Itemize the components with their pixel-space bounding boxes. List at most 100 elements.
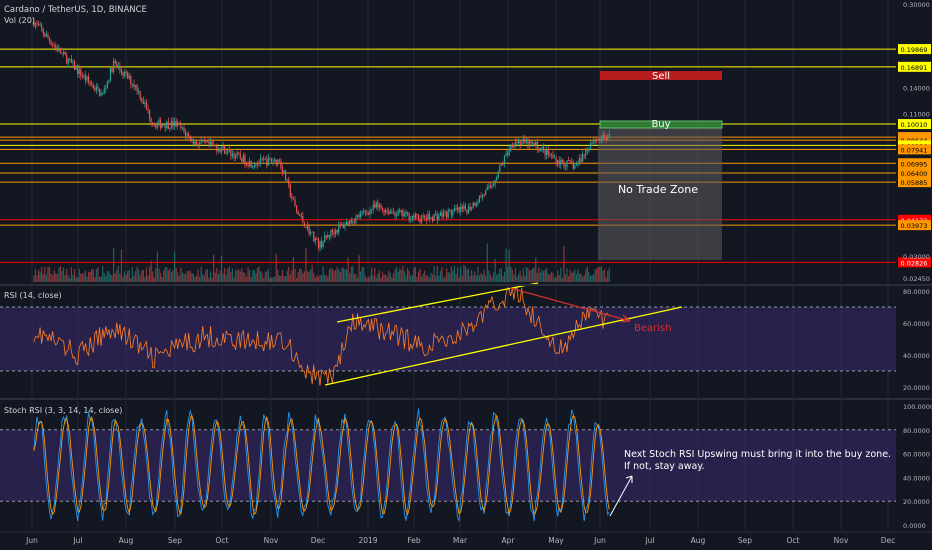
volume-bar	[441, 267, 443, 282]
candle-body	[596, 138, 598, 140]
candle-body	[380, 205, 382, 209]
volume-bar	[217, 274, 219, 282]
stoch-note-line1: Next Stoch RSI Upswing must bring it int…	[624, 449, 891, 460]
candle-body	[349, 220, 351, 226]
time-axis-label-dec: Dec	[881, 536, 896, 545]
candle-body	[375, 202, 377, 208]
candle-body	[605, 137, 607, 141]
candle-body	[67, 59, 69, 64]
sell-zone	[600, 71, 722, 80]
volume-bar	[134, 270, 137, 282]
candle-body	[225, 152, 227, 154]
price-axis[interactable]: 0.198690.168910.100100.088850.086440.082…	[898, 1, 931, 283]
volume-bar	[50, 273, 52, 282]
volume-bar	[180, 267, 182, 282]
volume-bar	[120, 249, 123, 282]
level-tag-label: 0.06400	[901, 170, 928, 178]
volume-bar	[136, 266, 138, 282]
volume-bar	[396, 266, 398, 282]
volume-bar	[472, 275, 474, 282]
candle-body	[466, 209, 468, 214]
volume-bar	[133, 275, 135, 282]
candle-body	[44, 33, 46, 37]
volume-bar	[586, 266, 588, 282]
volume-bar	[192, 273, 194, 282]
volume-bar	[372, 275, 374, 282]
candle-body	[33, 21, 35, 27]
rsi-upper-trendline	[336, 282, 539, 323]
rsi-pane[interactable]: Bearish RSI (14, close)	[0, 282, 896, 397]
candle-body	[316, 238, 318, 240]
volume-bar	[117, 266, 119, 282]
candle-body	[274, 159, 276, 162]
volume-bar	[480, 273, 482, 282]
candle-body	[75, 67, 77, 70]
stoch-axis-tick: 100.0000	[903, 403, 932, 411]
volume-bar	[155, 268, 157, 282]
candle-body	[502, 164, 504, 165]
candle-body	[86, 76, 88, 81]
volume-bar	[91, 268, 93, 282]
candle-body	[582, 154, 584, 162]
volume-bar	[216, 267, 218, 282]
volume-bar	[200, 266, 202, 282]
stoch-note-line2: If not, stay away.	[624, 461, 705, 472]
volume-bar	[278, 275, 280, 282]
rsi-axis[interactable]: 80.0000 60.0000 40.0000 20.0000	[903, 288, 930, 392]
volume-bar	[417, 271, 420, 282]
level-tag-label: 0.05885	[901, 179, 928, 187]
candle-body	[285, 170, 287, 181]
candle-body	[155, 125, 157, 128]
volume-bar	[319, 275, 321, 282]
volume-bar	[585, 268, 587, 282]
volume-bar	[366, 277, 368, 282]
candle-body	[535, 142, 537, 145]
candle-body	[150, 118, 152, 123]
volume-bar	[466, 269, 468, 282]
candle-body	[277, 159, 279, 165]
candle-body	[464, 205, 467, 210]
volume-bar	[184, 274, 187, 282]
volume-bar	[267, 268, 270, 282]
volume-bar	[558, 274, 560, 282]
volume-bar	[505, 248, 507, 282]
volume-bar	[263, 277, 265, 282]
candle-body	[444, 211, 446, 213]
volume-bar	[355, 273, 357, 282]
horizontal-levels[interactable]	[0, 48, 896, 263]
volume-bar	[446, 268, 448, 282]
candle-body	[330, 229, 332, 237]
candle-body	[550, 154, 552, 156]
candle-body	[478, 195, 481, 203]
level-tag-label: 0.02826	[901, 259, 928, 267]
stoch-rsi-axis[interactable]: 100.0000 80.0000 60.0000 40.0000 20.0000 0.00…	[903, 403, 932, 530]
volume-bar	[183, 273, 185, 282]
candle-body	[169, 128, 171, 130]
volume-bar	[458, 277, 460, 282]
candle-body	[119, 65, 121, 70]
volume-bar	[577, 268, 579, 282]
volume-bar	[481, 274, 484, 282]
time-axis[interactable]: Jun Jul Aug Sep Oct Nov Dec 2019 Feb Mar Apr May Jun…	[25, 536, 895, 545]
volume-bars	[33, 243, 610, 282]
candle-body	[422, 215, 424, 218]
candle-body	[125, 71, 127, 73]
candle-body	[131, 83, 133, 85]
volume-bar	[600, 266, 603, 282]
candle-body	[442, 212, 445, 217]
candle-body	[286, 179, 288, 181]
volume-bar	[36, 275, 38, 282]
volume-bar	[178, 275, 180, 282]
candle-body	[438, 215, 440, 220]
candle-body	[477, 202, 479, 204]
candle-body	[361, 211, 363, 213]
candle-body	[291, 196, 293, 199]
candle-body	[305, 227, 307, 229]
price-pane[interactable]: Sell Buy No Trade Zone Cardano / TetherU…	[0, 0, 896, 283]
level-tag	[898, 177, 931, 188]
stoch-rsi-pane[interactable]: Stoch RSI (3, 3, 14, 14, close) Next Sto…	[0, 401, 896, 530]
candle-body	[206, 141, 209, 143]
candle-body	[483, 194, 485, 196]
candle-body	[77, 67, 79, 74]
